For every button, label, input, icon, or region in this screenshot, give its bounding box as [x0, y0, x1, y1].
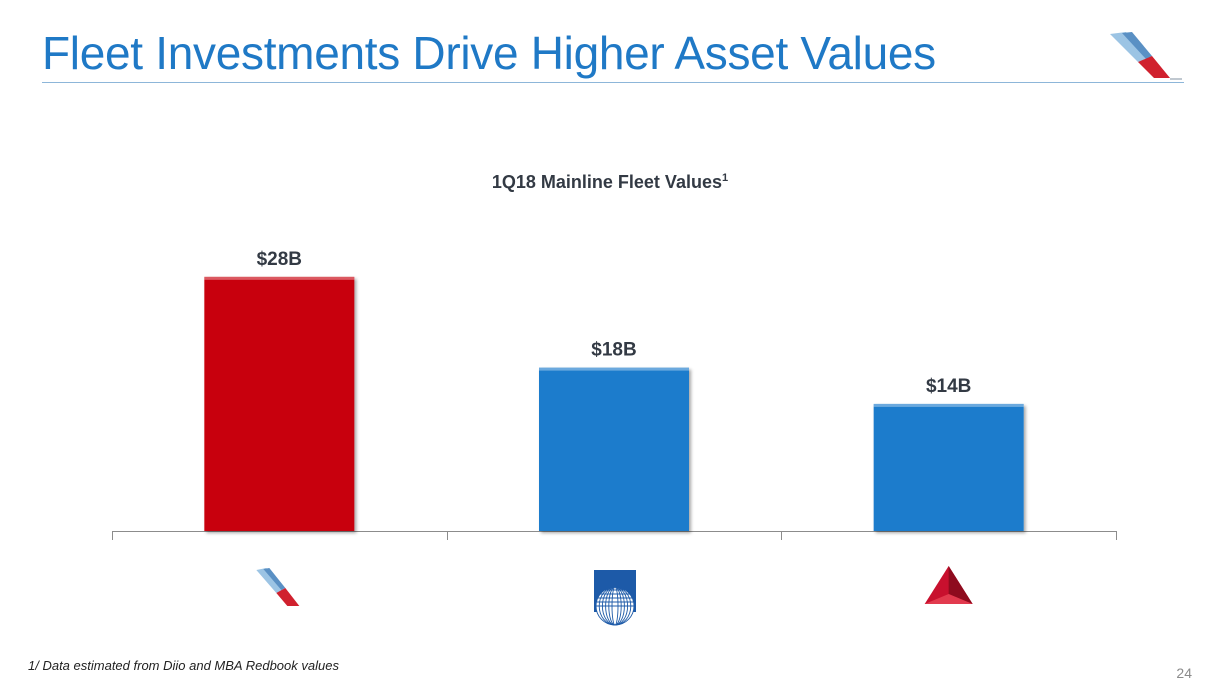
bar-chart: $28B $18B $14B	[112, 249, 1117, 626]
bar-american-airlines	[204, 276, 355, 531]
bar-highlight	[873, 403, 1024, 407]
bar-highlight	[539, 367, 689, 371]
page-number: 24	[1176, 665, 1192, 681]
data-label-united-airlines: $18B	[591, 340, 636, 361]
slide-title: Fleet Investments Drive Higher Asset Val…	[42, 27, 936, 79]
bar-group-united-airlines: $18B	[539, 340, 689, 531]
american-airlines-logo-icon	[1110, 32, 1182, 80]
data-label-american-airlines: $28B	[257, 249, 302, 270]
chart-title: 1Q18 Mainline Fleet Values1	[491, 172, 729, 192]
bar-highlight	[204, 276, 355, 280]
bar-delta-air-lines	[873, 403, 1024, 531]
american-airlines-logo-icon	[256, 568, 300, 606]
delta-widget-logo-icon	[924, 566, 973, 604]
footnote: 1/ Data estimated from Diio and MBA Redb…	[28, 658, 339, 673]
bar-group-american-airlines: $28B	[204, 249, 355, 531]
data-label-delta-air-lines: $14B	[926, 376, 971, 397]
bar-group-delta-air-lines: $14B	[873, 376, 1024, 531]
chart-title-footnote-marker: 1	[721, 172, 729, 184]
bar-united-airlines	[539, 367, 689, 531]
title-divider	[42, 82, 1184, 83]
united-globe-logo-icon	[594, 570, 636, 626]
